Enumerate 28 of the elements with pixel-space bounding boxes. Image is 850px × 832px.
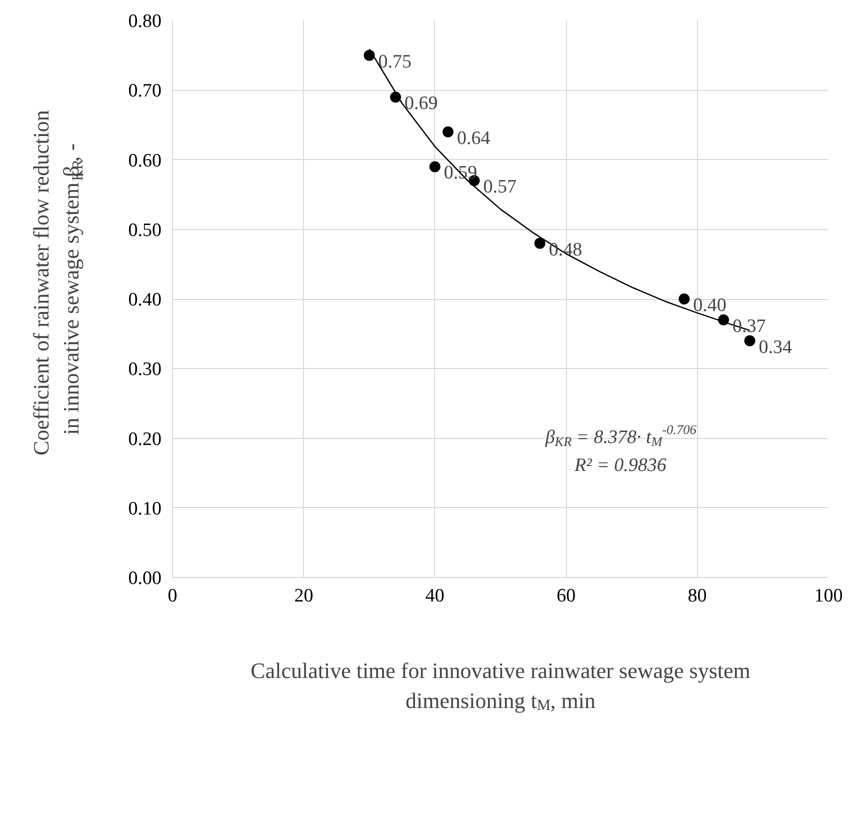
- y-tick-label: 0.10: [128, 498, 162, 520]
- y-tick-label: 0.00: [128, 568, 162, 589]
- data-label: 0.64: [457, 128, 491, 149]
- x-tick-label: 60: [556, 586, 576, 606]
- y-tick-label: 0.30: [128, 359, 162, 380]
- point: [744, 335, 756, 346]
- y-tick-label: 0.20: [128, 428, 162, 450]
- data-label: 0.40: [693, 295, 726, 316]
- data-label: 0.34: [758, 336, 793, 358]
- y-tick-label: 0.60: [128, 150, 162, 172]
- data-label: 0.75: [378, 51, 412, 72]
- y-tick-label: 0.40: [128, 290, 162, 310]
- data-label: 0.69: [404, 93, 438, 114]
- x-tick-label: 100: [814, 586, 843, 606]
- x-tick-label: 20: [294, 586, 314, 606]
- x-tick-label: 80: [688, 586, 707, 606]
- data-label: 0.37: [732, 316, 766, 337]
- x-tick-label: 0: [168, 586, 178, 606]
- annotation: R² = 0.9836: [574, 455, 667, 476]
- y-tick-label: 0.50: [128, 220, 162, 241]
- point: [678, 294, 690, 304]
- x-tick-label: 40: [425, 586, 444, 606]
- data-label: 0.57: [483, 176, 517, 198]
- y-tick-label: 0.70: [128, 80, 162, 102]
- point: [442, 126, 454, 138]
- point: [534, 238, 546, 249]
- y-tick-label: 0.80: [128, 11, 162, 32]
- point: [429, 161, 440, 172]
